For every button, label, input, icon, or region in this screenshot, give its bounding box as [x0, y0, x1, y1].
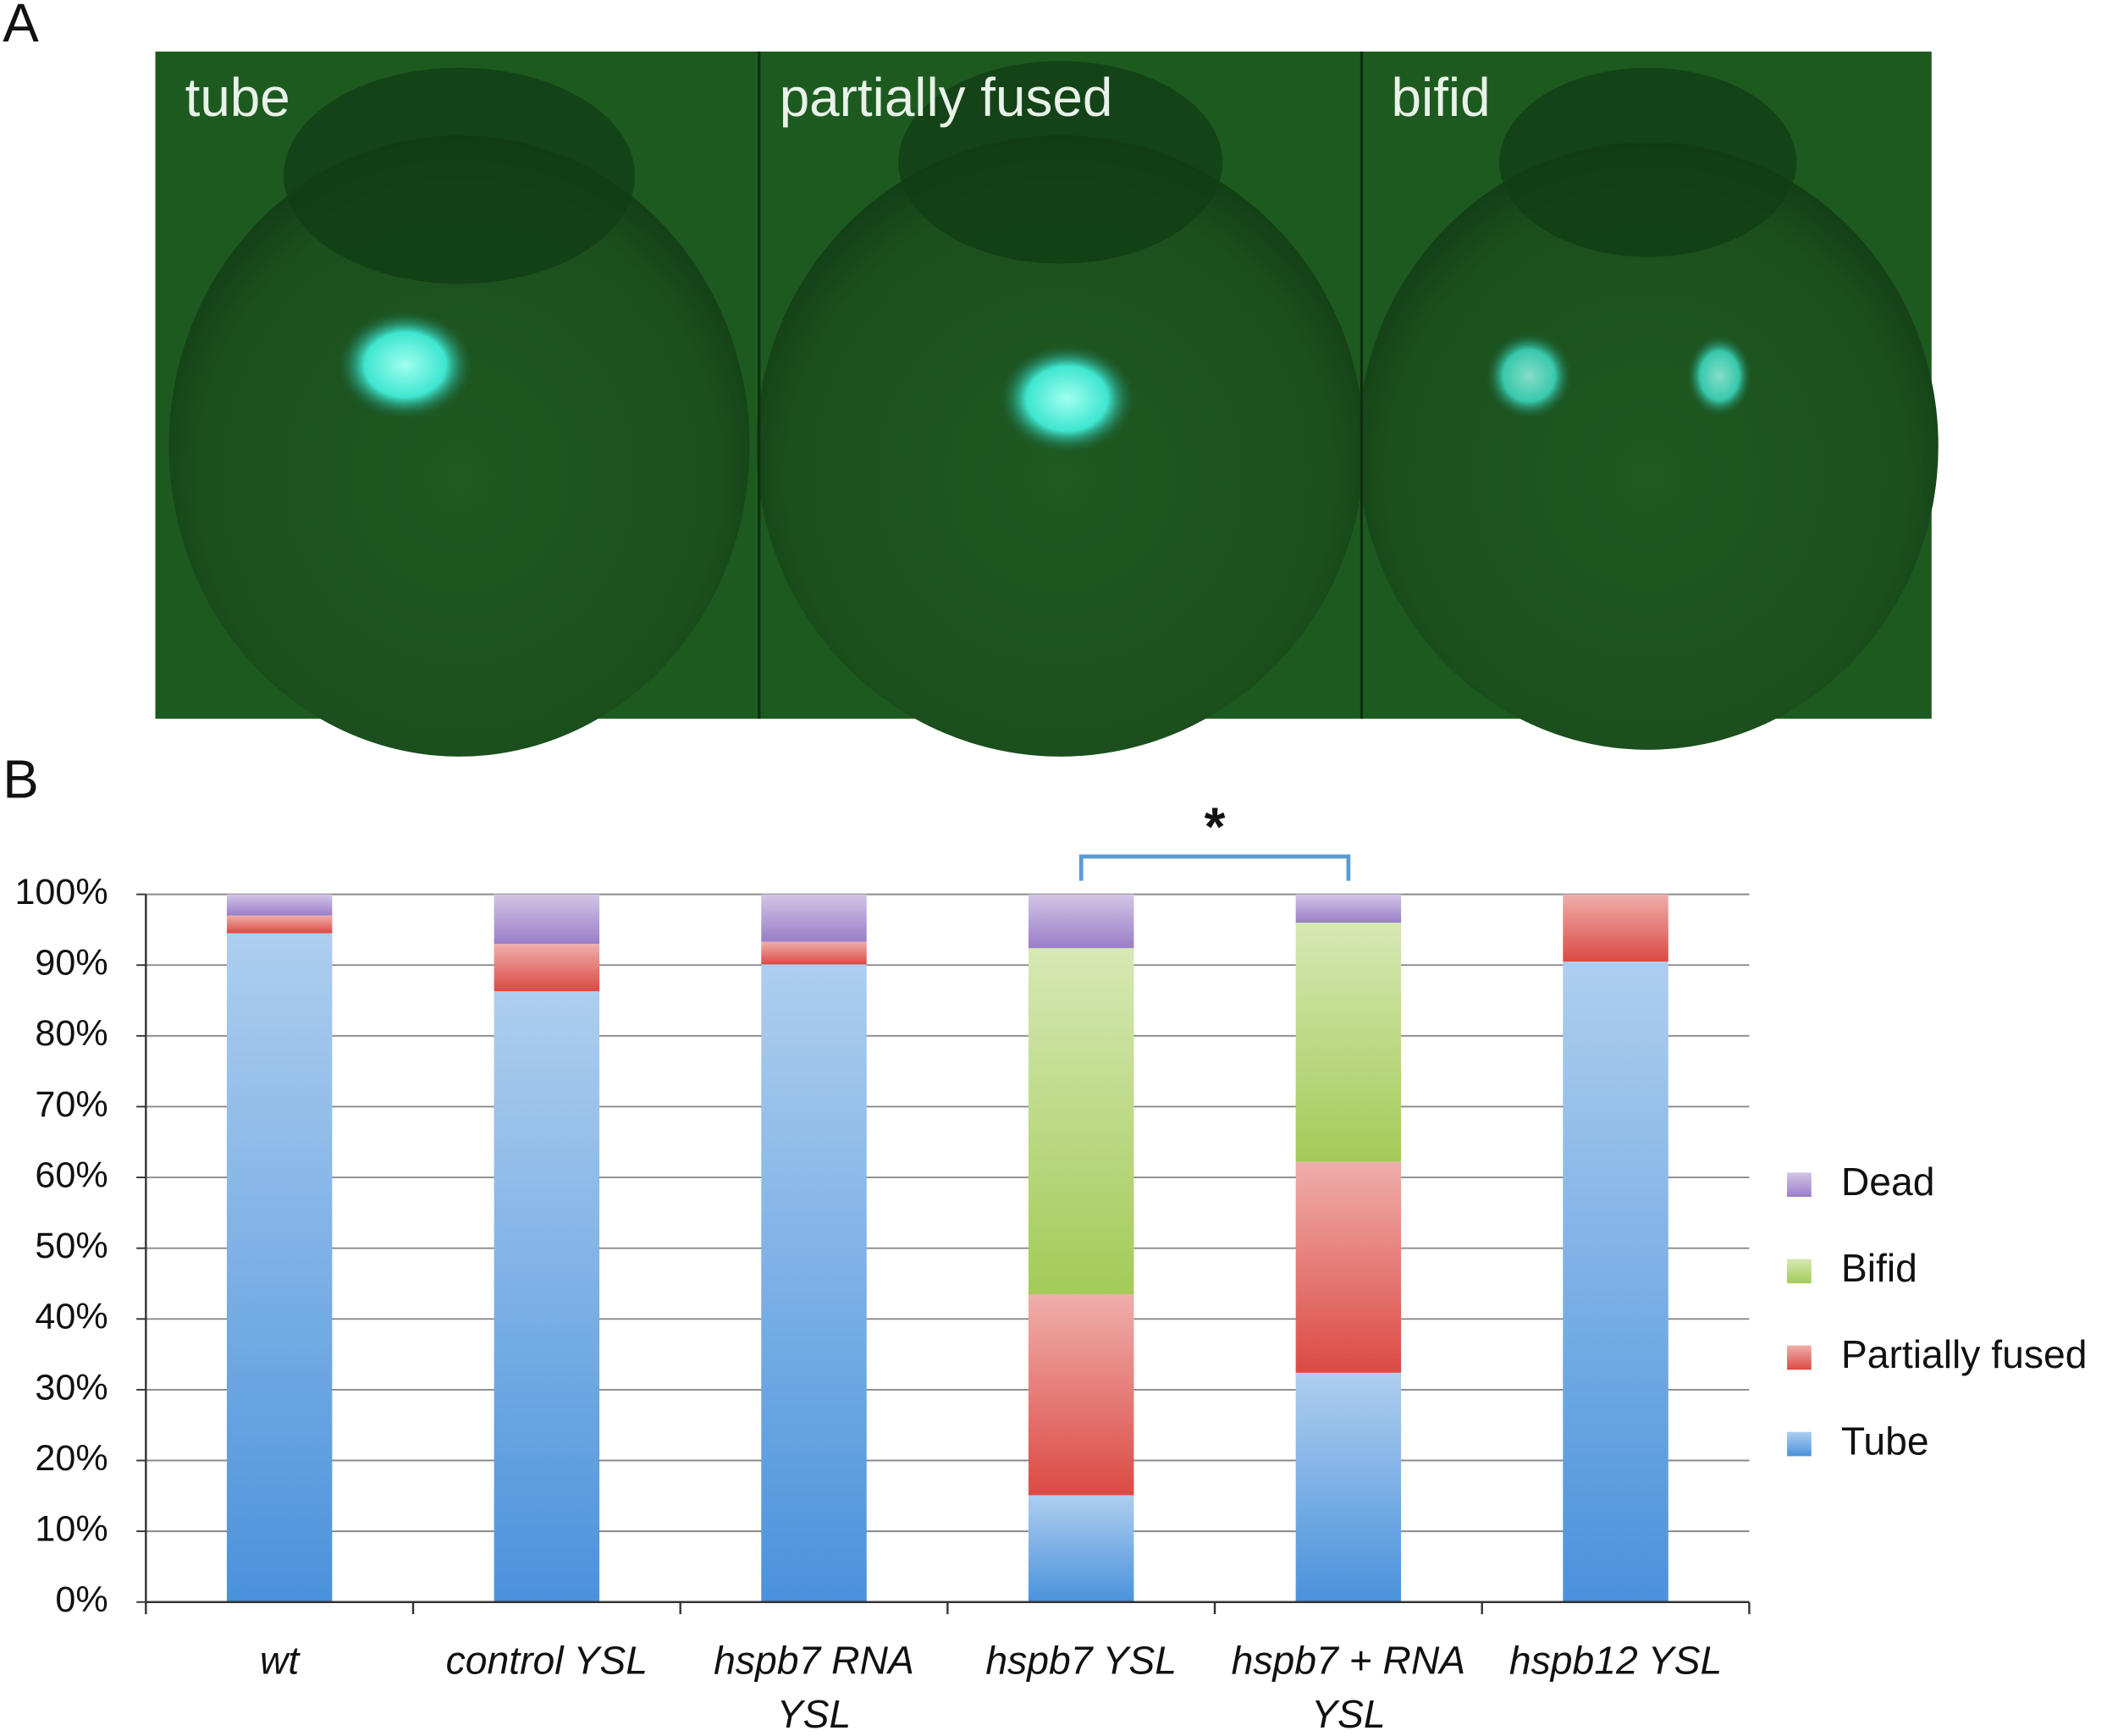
panel-letter: B [3, 749, 39, 810]
y-tick-label: 10% [35, 1509, 108, 1550]
bar-segment [1563, 962, 1668, 1602]
x-tick-label-box: wt [260, 1640, 300, 1684]
bar-segment [226, 933, 333, 1602]
legend-swatch [1787, 1345, 1812, 1370]
x-tick-label: control YSL [445, 1640, 648, 1684]
image-label: tube [185, 67, 290, 128]
legend-label: Dead [1841, 1160, 1935, 1204]
legend-label: Bifid [1841, 1246, 1917, 1290]
legend-label: Partially fused [1841, 1332, 2088, 1376]
bar-segment [226, 915, 333, 934]
legend-label: Tube [1841, 1419, 1929, 1463]
y-tick-label: 100% [14, 872, 108, 912]
embryo [168, 135, 750, 757]
y-tick-label: 50% [35, 1226, 108, 1266]
image-label: bifid [1392, 67, 1491, 128]
x-tick-label-box: control YSL [445, 1640, 648, 1684]
bar-segment [494, 944, 600, 992]
bar-segment [761, 964, 867, 1602]
x-tick-label: hspb7 RNA YSL [714, 1640, 914, 1736]
heart-signal [999, 344, 1135, 453]
y-tick-label: 20% [35, 1438, 108, 1479]
bar-segment [494, 991, 600, 1602]
legend-swatch [1787, 1259, 1812, 1284]
x-tick-label-box: hspb7 YSL [985, 1640, 1177, 1684]
bar-segment [761, 941, 867, 965]
image-label: partially fused [780, 67, 1113, 128]
bar-segment [1295, 1372, 1402, 1602]
bar-segment [1563, 894, 1668, 962]
legend-swatch [1787, 1431, 1812, 1457]
embryo-head [284, 68, 635, 284]
bar-segment [761, 894, 867, 942]
x-tick-label: hspb12 YSL [1509, 1640, 1723, 1684]
annotation: * [1205, 796, 1226, 857]
y-tick-label: 60% [35, 1155, 108, 1195]
x-tick-label-box: hspb7 RNA YSL [714, 1640, 914, 1736]
bar-segment [1295, 894, 1402, 923]
significance-bracket [1078, 854, 1351, 881]
bar-segment [1295, 1161, 1402, 1373]
y-tick-label: 0% [55, 1579, 108, 1620]
embryo-head [898, 61, 1223, 264]
y-tick-label: 80% [35, 1013, 108, 1054]
x-tick-label: hspb7 YSL [985, 1640, 1177, 1684]
chart: 0% 10% 20% 30% 40% 50% 60% 70% 80% 90% 100% wt contr… [14, 796, 2087, 1736]
y-tick-label: 70% [35, 1084, 108, 1125]
y-tick-label: 30% [35, 1367, 108, 1408]
bar-segment [1028, 948, 1134, 1295]
panel-letter: A [3, 0, 39, 53]
legend-swatch [1787, 1172, 1812, 1198]
bar-segment [1028, 894, 1134, 949]
y-tick-label: 90% [35, 943, 108, 984]
bar-segment [1295, 923, 1402, 1162]
bar-segment [1028, 1495, 1134, 1602]
embryo [1357, 141, 1939, 750]
heart-signal [337, 311, 473, 419]
bar-segment [1028, 1294, 1134, 1496]
x-tick-label-box: hspb7 + RNA YSL [1231, 1640, 1466, 1736]
x-tick-label-box: hspb12 YSL [1509, 1640, 1723, 1684]
heart-signal [1486, 332, 1573, 419]
embryo-head [1499, 68, 1797, 257]
bar-segment [226, 894, 333, 916]
micrographs: tube partially fused bifid [155, 51, 1939, 757]
x-tick-label: wt [260, 1640, 300, 1684]
y-tick-label: 40% [35, 1297, 108, 1337]
heart-signal [1686, 335, 1752, 416]
x-tick-label: hspb7 + RNA YSL [1231, 1640, 1466, 1736]
bar-segment [494, 894, 600, 945]
